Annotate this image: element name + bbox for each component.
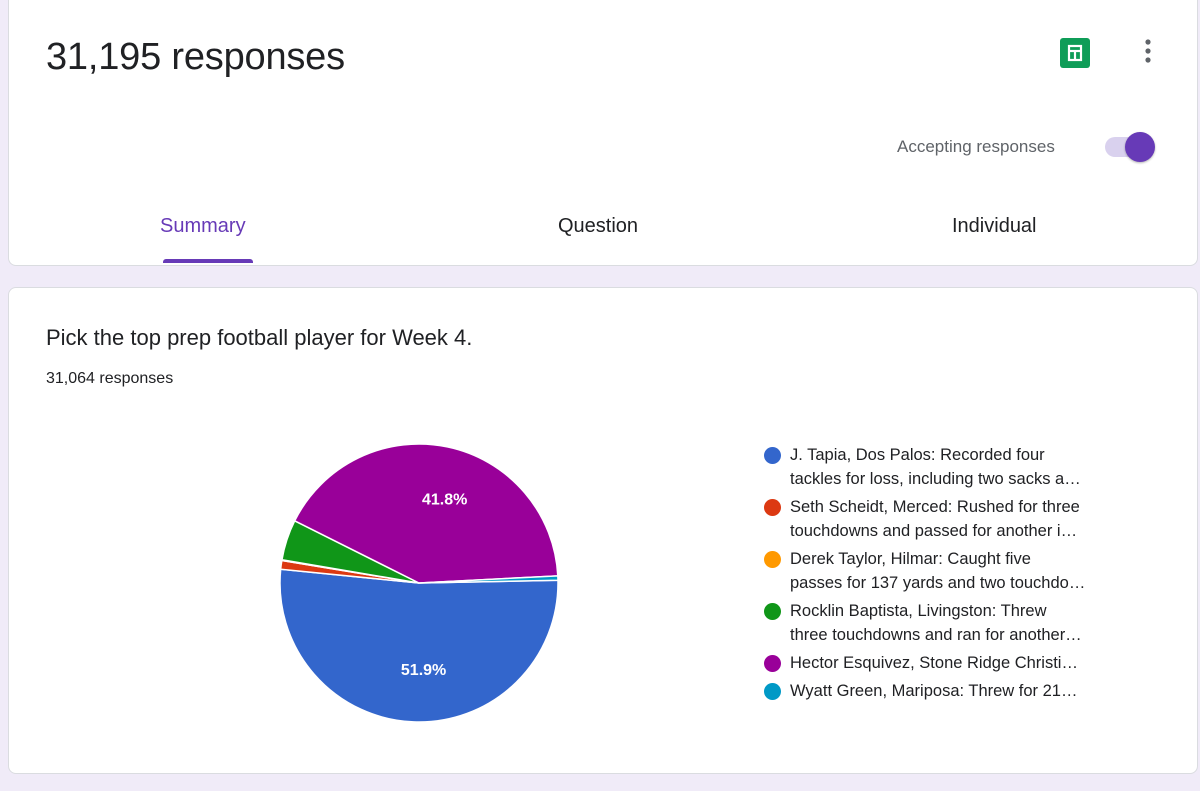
legend-label-line2: touchdowns and passed for another i… xyxy=(790,522,1078,540)
pie-slice[interactable] xyxy=(418,575,559,584)
responses-header-card: 31,195 responses Accepting responses Sum… xyxy=(8,0,1198,266)
legend-label-line1: Rocklin Baptista, Livingston: Threw xyxy=(790,602,1047,620)
google-sheets-button[interactable] xyxy=(1060,38,1090,68)
question-response-count: 31,064 responses xyxy=(46,370,174,387)
legend-label-line1: Wyatt Green, Mariposa: Threw for 21… xyxy=(790,682,1078,700)
legend-swatch xyxy=(764,655,781,672)
legend-label-line2: passes for 137 yards and two touchdo… xyxy=(790,574,1086,592)
active-tab-indicator xyxy=(163,259,253,263)
more-vert-icon xyxy=(1145,39,1151,63)
tab-question[interactable]: Question xyxy=(558,215,639,237)
legend-swatch xyxy=(764,499,781,516)
pie-slice-label: 51.9% xyxy=(401,662,446,679)
question-title: Pick the top prep football player for We… xyxy=(46,325,473,350)
legend-item[interactable]: Hector Esquivez, Stone Ridge Christi… xyxy=(764,651,1144,675)
question-summary-card: Pick the top prep football player for We… xyxy=(8,287,1198,774)
legend-swatch xyxy=(764,551,781,568)
legend-label-line2: three touchdowns and ran for another… xyxy=(790,626,1082,644)
legend-label-line1: Hector Esquivez, Stone Ridge Christi… xyxy=(790,654,1078,672)
legend-swatch xyxy=(764,447,781,464)
toggle-thumb xyxy=(1125,132,1155,162)
pie-chart[interactable]: 51.9% 41.8% xyxy=(269,433,569,733)
legend-swatch xyxy=(764,603,781,620)
legend-label-line2: tackles for loss, including two sacks a… xyxy=(790,470,1081,488)
legend-label-line1: Derek Taylor, Hilmar: Caught five xyxy=(790,550,1031,568)
accepting-responses-toggle[interactable] xyxy=(1103,132,1163,162)
pie-slice[interactable] xyxy=(293,443,559,584)
legend-swatch xyxy=(764,683,781,700)
pie-slice[interactable] xyxy=(279,568,559,723)
legend-item[interactable]: Rocklin Baptista, Livingston: Threw thre… xyxy=(764,599,1144,647)
legend-item[interactable]: Seth Scheidt, Merced: Rushed for three t… xyxy=(764,495,1144,543)
more-options-button[interactable] xyxy=(1133,34,1163,70)
google-sheets-icon xyxy=(1067,44,1083,62)
legend-label-line1: Seth Scheidt, Merced: Rushed for three xyxy=(790,498,1080,516)
legend-label-line1: J. Tapia, Dos Palos: Recorded four xyxy=(790,446,1045,464)
page-title: 31,195 responses xyxy=(46,36,345,78)
tab-summary[interactable]: Summary xyxy=(160,215,246,237)
pie-slice-label: 41.8% xyxy=(422,492,467,509)
accepting-responses-label: Accepting responses xyxy=(897,137,1055,156)
legend-item[interactable]: J. Tapia, Dos Palos: Recorded four tackl… xyxy=(764,443,1144,491)
legend-item[interactable]: Wyatt Green, Mariposa: Threw for 21… xyxy=(764,679,1144,703)
chart-legend: J. Tapia, Dos Palos: Recorded four tackl… xyxy=(764,443,1144,707)
legend-item[interactable]: Derek Taylor, Hilmar: Caught five passes… xyxy=(764,547,1144,595)
tab-individual[interactable]: Individual xyxy=(952,215,1037,237)
